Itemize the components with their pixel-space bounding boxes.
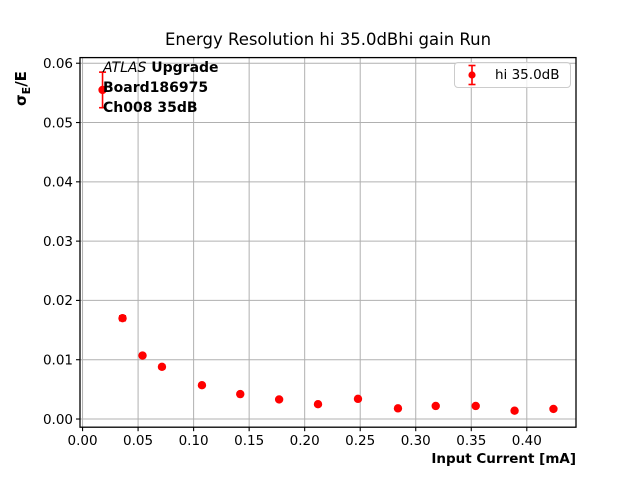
x-tick-label: 0.05 (123, 433, 153, 449)
data-point (313, 399, 323, 409)
data-point (393, 404, 403, 413)
data-point (197, 381, 207, 390)
annotation-board: Board186975 (103, 80, 209, 96)
data-point (98, 85, 107, 95)
chart-title: Energy Resolution hi 35.0dBhi gain Run (164, 30, 492, 49)
data-point (510, 406, 519, 415)
legend-label: hi 35.0dB (495, 67, 560, 83)
data-point (138, 351, 147, 360)
x-tick-label: 0.20 (290, 433, 320, 449)
annotation-channel: Ch008 35dB (103, 100, 198, 116)
data-point (118, 314, 127, 323)
ylabel-sigma: σ (12, 94, 30, 106)
x-tick-label: 0.25 (345, 433, 375, 449)
errorbar-marker-icon (468, 64, 476, 86)
annotation-upgrade: Upgrade (146, 60, 219, 76)
data-point (236, 389, 245, 399)
x-axis-label: Input Current [mA] (431, 451, 576, 467)
annotation-block: ATLAS Upgrade Board186975 Ch008 35dB (103, 58, 219, 118)
x-tick-label: 0.40 (512, 433, 542, 449)
y-tick-label: 0.03 (43, 234, 73, 250)
data-point (549, 404, 558, 414)
data-point (471, 401, 480, 411)
y-tick-label: 0.00 (43, 412, 73, 428)
data-point (274, 395, 284, 404)
y-tick-label: 0.05 (43, 115, 73, 131)
ylabel-subscript: E (20, 86, 33, 95)
y-tick-label: 0.04 (43, 175, 73, 191)
legend: hi 35.0dB (454, 62, 571, 88)
x-tick-label: 0.30 (401, 433, 431, 449)
x-tick-label: 0.35 (456, 433, 486, 449)
y-tick-label: 0.06 (43, 56, 73, 72)
data-point (353, 394, 363, 404)
axes-spines (79, 56, 577, 428)
y-tick-label: 0.02 (43, 293, 73, 309)
x-tick-label: 0.00 (68, 433, 98, 449)
data-point (431, 401, 440, 411)
y-axis-label: σE/E (12, 71, 33, 106)
ylabel-rest: /E (12, 71, 30, 87)
annotation-atlas: ATLAS (103, 60, 147, 76)
y-tick-label: 0.01 (43, 353, 73, 369)
data-point (157, 362, 167, 372)
annotation-line-experiment: ATLAS Upgrade (103, 58, 219, 78)
x-tick-label: 0.15 (234, 433, 264, 449)
x-tick-label: 0.10 (179, 433, 209, 449)
